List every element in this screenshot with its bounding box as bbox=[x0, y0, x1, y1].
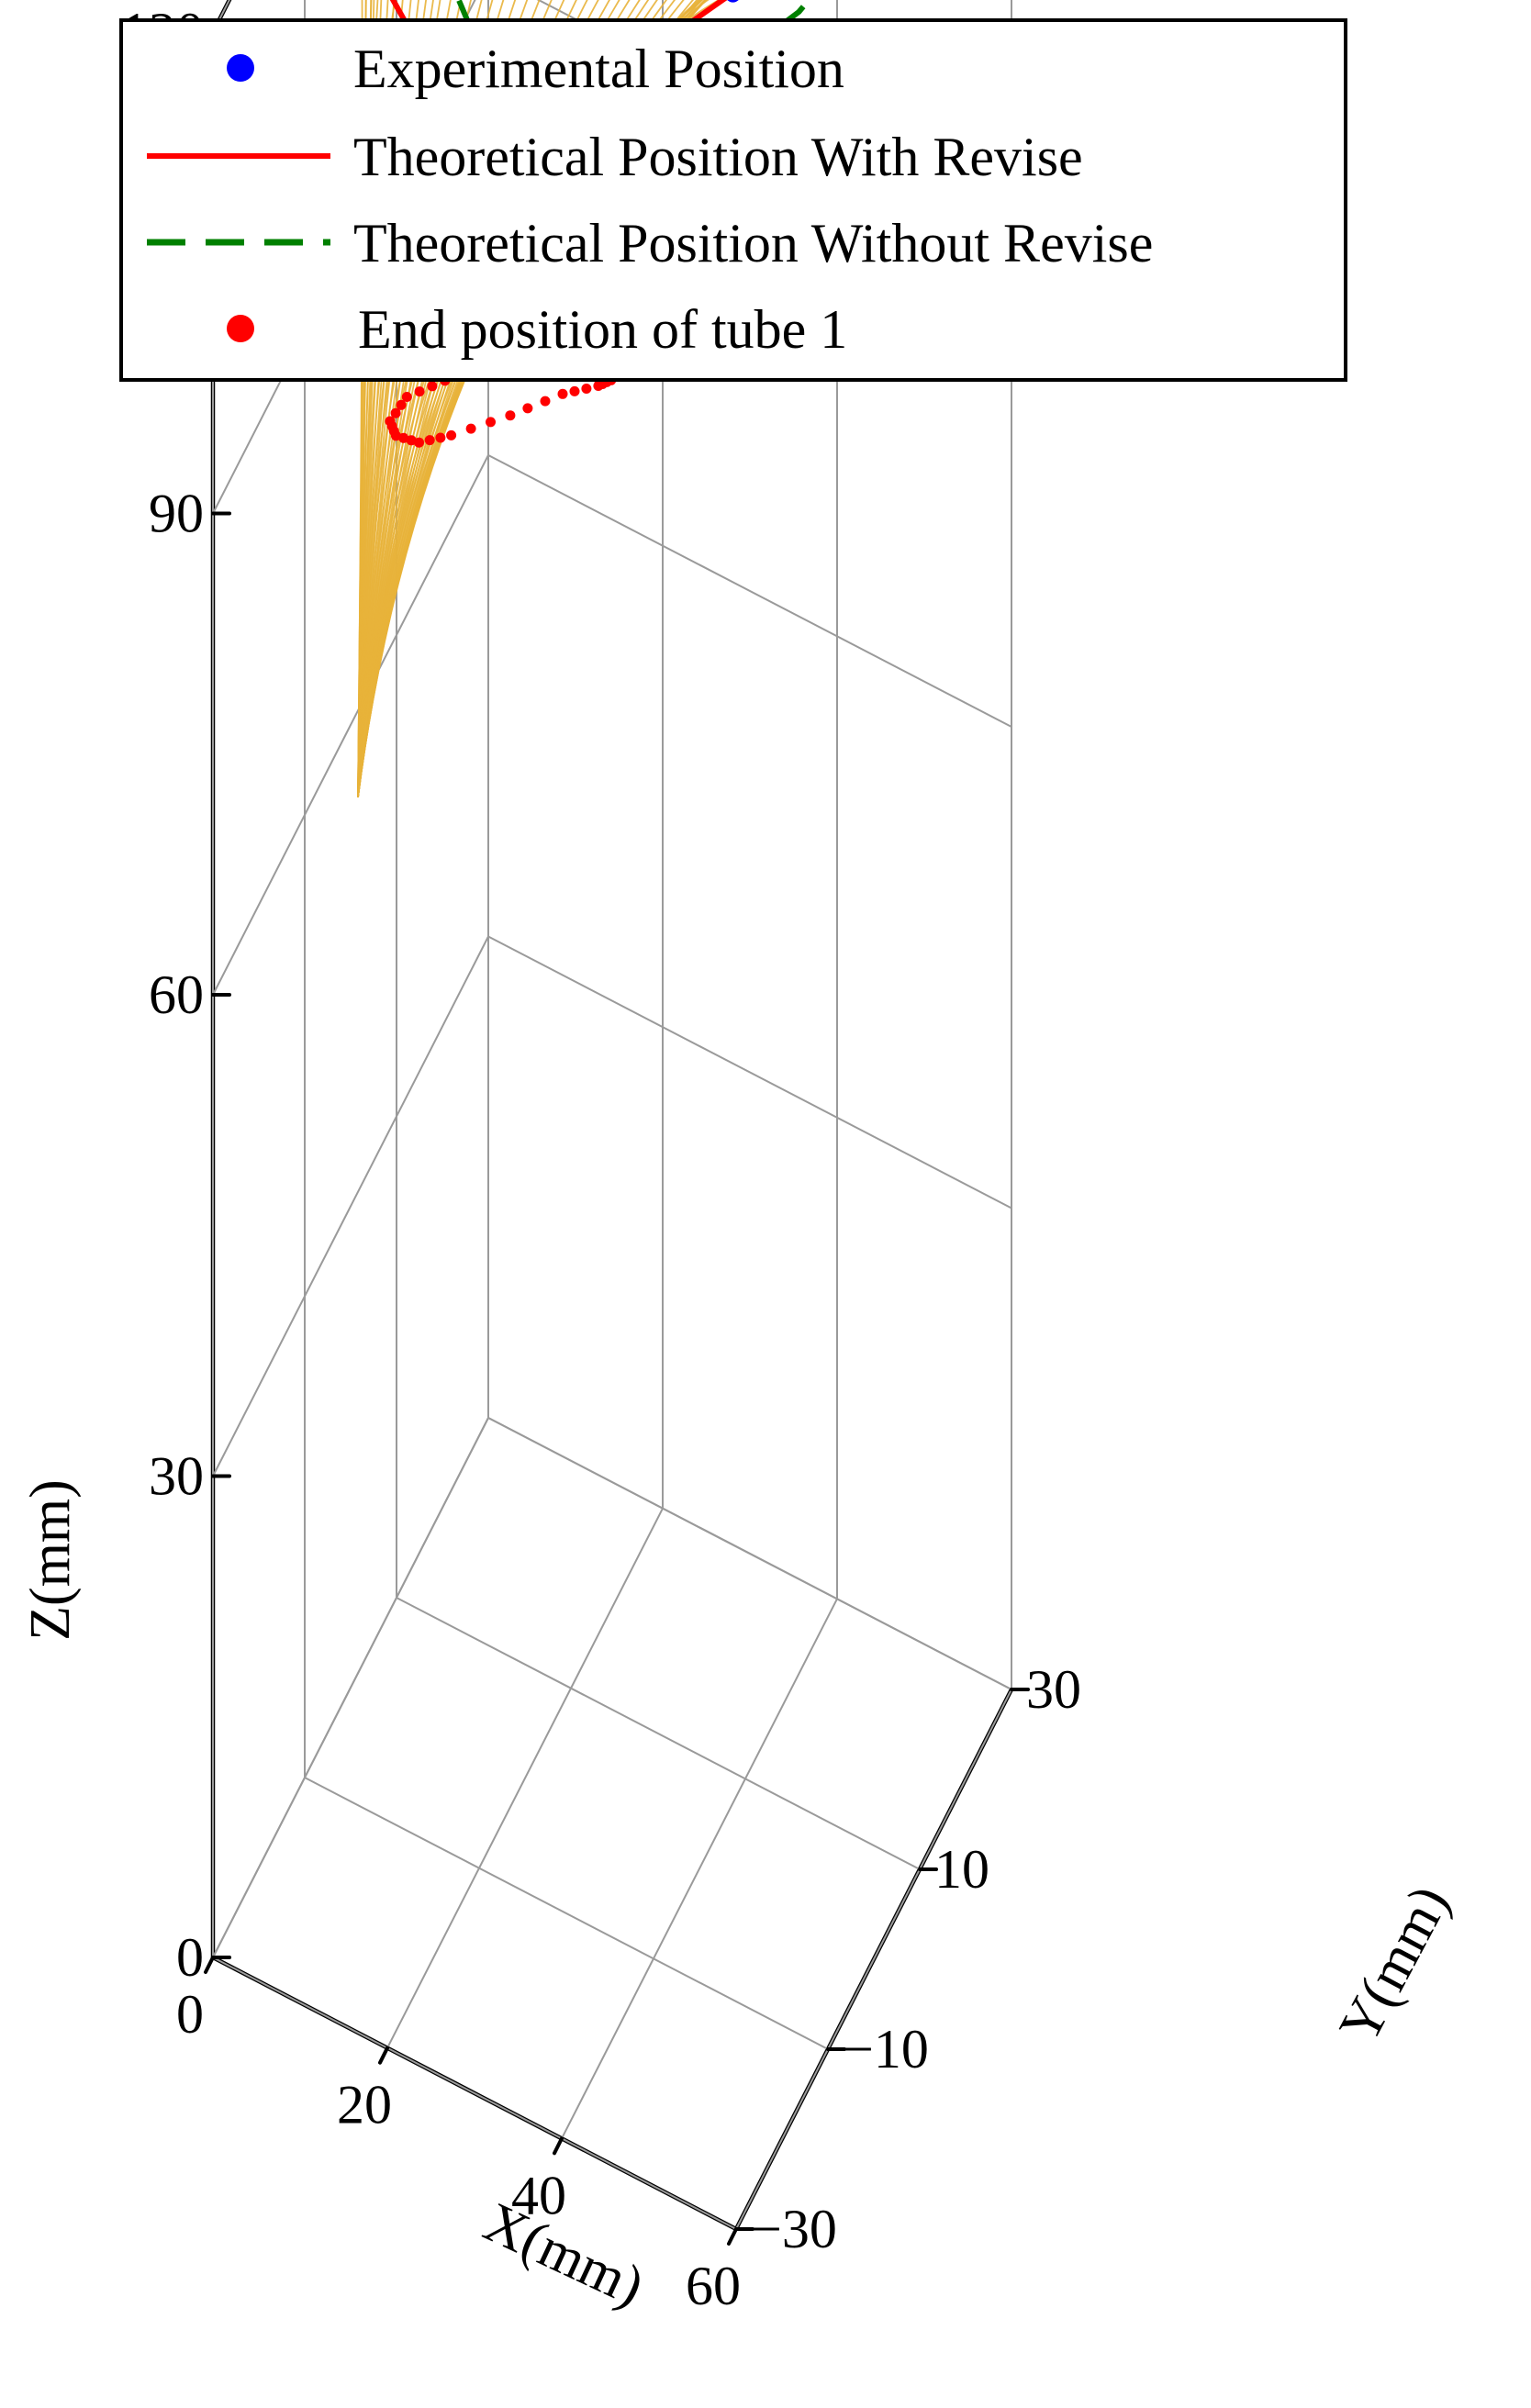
x-tick-label-1: 20 bbox=[337, 2075, 392, 2135]
tube1-end-point-33 bbox=[401, 392, 412, 402]
tube1-end-point-30 bbox=[385, 416, 396, 427]
grid-floor-y-2 bbox=[396, 1597, 921, 1870]
grid-backy-z-1 bbox=[487, 935, 1012, 1210]
tube1-end-point-16 bbox=[540, 396, 551, 407]
grid-backx-z-1 bbox=[212, 935, 489, 1477]
tube1-end-point-23 bbox=[424, 435, 435, 446]
z-tick-label-2: 60 bbox=[149, 964, 204, 1025]
grid-floor-x-1 bbox=[386, 1507, 664, 2049]
x-tick-label-0: 0 bbox=[176, 1984, 204, 2045]
legend-label-without-revise: Theoretical Position Without Revise bbox=[353, 213, 1153, 273]
legend-box bbox=[119, 18, 1347, 382]
y-tick-label-2: 10 bbox=[934, 1839, 989, 1900]
tube1-end-point-31 bbox=[390, 407, 401, 418]
tube1-end-point-26 bbox=[398, 432, 409, 443]
grid-backy-z-2 bbox=[487, 454, 1012, 728]
legend-label-experimental: Experimental Position bbox=[353, 39, 844, 99]
tube1-end-point-20 bbox=[465, 423, 476, 434]
x-tick-mark-0 bbox=[204, 1956, 215, 1974]
grid-backy-z-0 bbox=[487, 1417, 1012, 1690]
grid-floor-x-2 bbox=[561, 1598, 838, 2140]
tube1-end-point-17 bbox=[522, 403, 533, 414]
grid-backx-z-2 bbox=[212, 454, 489, 996]
tube1-end-point-24 bbox=[414, 437, 424, 448]
x-tick-mark-3 bbox=[727, 2227, 738, 2246]
y-tick-label-0: −30 bbox=[751, 2199, 837, 2259]
legend: Experimental Position Theoretical Positi… bbox=[119, 18, 1347, 382]
grid-floor-y-1 bbox=[304, 1777, 829, 2050]
grid-floor-x-3 bbox=[735, 1689, 1012, 2230]
tube1-end-point-14 bbox=[569, 385, 580, 396]
tube1-end-point-19 bbox=[486, 417, 496, 428]
legend-marker-tube1-end bbox=[227, 315, 254, 342]
grid-backx-z-0 bbox=[212, 1417, 489, 1958]
x-tick-mark-1 bbox=[378, 2046, 389, 2065]
z-tick-label-1: 30 bbox=[149, 1446, 204, 1507]
z-tick-label-3: 90 bbox=[149, 484, 204, 544]
tube1-end-point-13 bbox=[581, 384, 592, 394]
tube1-end-point-25 bbox=[406, 435, 417, 446]
y-tick-label-1: −10 bbox=[843, 2019, 929, 2079]
tube1-end-point-18 bbox=[505, 410, 516, 421]
x-tick-label-2: 40 bbox=[511, 2165, 566, 2225]
tube1-end-point-35 bbox=[427, 381, 438, 392]
legend-label-tube1-end: End position of tube 1 bbox=[358, 299, 847, 360]
y-axis-label: Y(mm) bbox=[1327, 1876, 1461, 2053]
y-tick-label-3: 30 bbox=[1026, 1659, 1081, 1720]
z-axis-label: Z(mm) bbox=[19, 1479, 82, 1641]
legend-label-with-revise: Theoretical Position With Revise bbox=[353, 127, 1083, 187]
tube1-end-point-21 bbox=[446, 429, 457, 440]
x-tick-label-3: 60 bbox=[686, 2256, 741, 2316]
experimental-point-21 bbox=[727, 0, 739, 3]
tube1-end-point-22 bbox=[435, 432, 446, 443]
tube1-end-point-32 bbox=[396, 399, 407, 410]
z-tick-label-0: 0 bbox=[176, 1927, 204, 1988]
tube1-end-point-12 bbox=[593, 381, 604, 391]
tube1-end-point-15 bbox=[557, 388, 568, 399]
x-tick-mark-2 bbox=[553, 2136, 564, 2156]
legend-marker-experimental bbox=[227, 54, 254, 82]
grid-floor-y-0 bbox=[212, 1956, 737, 2230]
tube1-end-point-34 bbox=[414, 386, 425, 397]
